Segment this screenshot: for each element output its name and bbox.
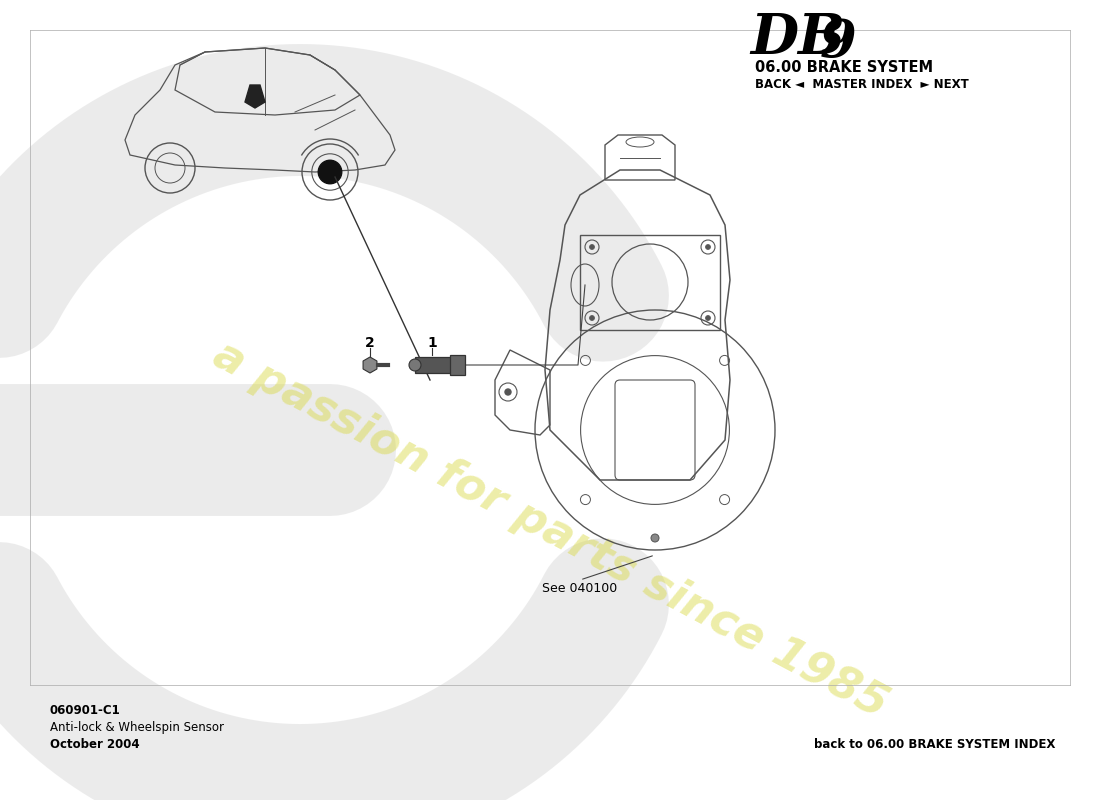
Circle shape [590,315,594,321]
Bar [450,355,465,375]
Circle shape [705,315,711,321]
Text: October 2004: October 2004 [50,738,140,750]
Bar [415,357,455,373]
Circle shape [651,534,659,542]
Circle shape [505,389,512,395]
Text: 060901-C1: 060901-C1 [50,703,121,717]
Circle shape [318,160,342,184]
Circle shape [590,245,594,250]
Text: See 040100: See 040100 [542,582,617,594]
Text: 1: 1 [427,336,437,350]
Text: Anti-lock & Wheelspin Sensor: Anti-lock & Wheelspin Sensor [50,721,224,734]
Text: a passion for parts since 1985: a passion for parts since 1985 [206,334,894,726]
Text: back to 06.00 BRAKE SYSTEM INDEX: back to 06.00 BRAKE SYSTEM INDEX [814,738,1055,750]
Text: 2: 2 [365,336,375,350]
Circle shape [409,359,421,371]
Bar [580,235,720,330]
Text: 9: 9 [820,17,857,67]
Text: DB: DB [750,10,845,66]
Text: 06.00 BRAKE SYSTEM: 06.00 BRAKE SYSTEM [755,59,933,74]
Polygon shape [245,85,265,108]
Text: BACK ◄  MASTER INDEX  ► NEXT: BACK ◄ MASTER INDEX ► NEXT [755,78,969,90]
Circle shape [705,245,711,250]
